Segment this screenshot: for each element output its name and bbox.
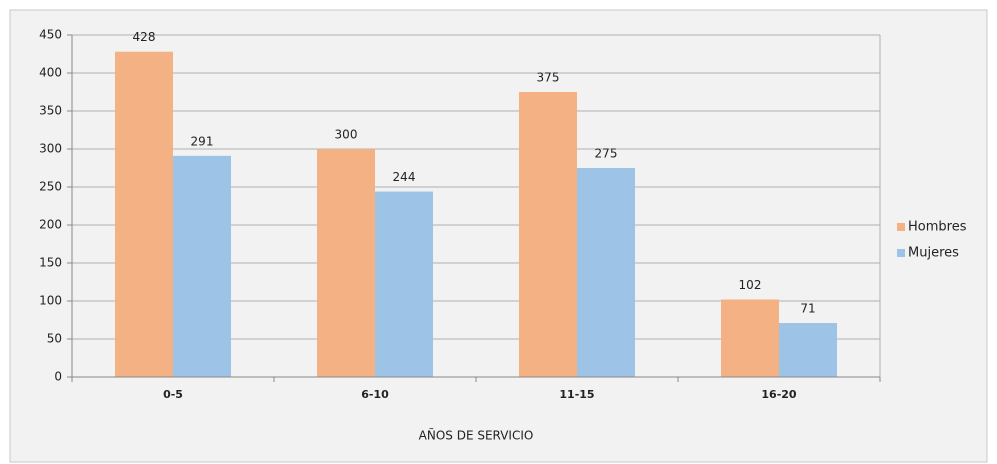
legend-label: Hombres [908, 220, 967, 235]
data-label: 300 [335, 128, 358, 142]
x-tick-label: 11-15 [559, 388, 594, 401]
legend-swatch [897, 223, 905, 231]
x-tick-label: 0-5 [163, 388, 183, 401]
y-tick-label: 150 [39, 256, 62, 270]
data-label: 275 [595, 147, 618, 161]
bar [577, 168, 635, 377]
y-tick-label: 450 [39, 28, 62, 42]
x-tick-label: 6-10 [361, 388, 389, 401]
y-tick-label: 250 [39, 180, 62, 194]
data-label: 244 [393, 170, 416, 184]
data-label: 375 [537, 71, 560, 85]
legend-label: Mujeres [908, 246, 959, 261]
y-tick-label: 300 [39, 142, 62, 156]
y-tick-label: 0 [54, 370, 62, 384]
bar [721, 299, 779, 377]
bar [317, 149, 375, 377]
y-tick-label: 200 [39, 218, 62, 232]
bar [375, 191, 433, 377]
data-label: 102 [739, 278, 762, 292]
bar [779, 323, 837, 377]
data-label: 71 [800, 302, 815, 316]
data-label: 428 [133, 30, 156, 44]
bar [173, 155, 231, 377]
bar [519, 92, 577, 377]
data-label: 291 [191, 134, 214, 148]
legend-swatch [897, 249, 905, 257]
y-tick-label: 50 [47, 332, 62, 346]
y-tick-label: 350 [39, 104, 62, 118]
x-tick-label: 16-20 [761, 388, 797, 401]
y-tick-label: 100 [39, 294, 62, 308]
bar [115, 51, 173, 377]
x-axis-label: AÑOS DE SERVICIO [419, 428, 534, 443]
y-tick-label: 400 [39, 66, 62, 80]
